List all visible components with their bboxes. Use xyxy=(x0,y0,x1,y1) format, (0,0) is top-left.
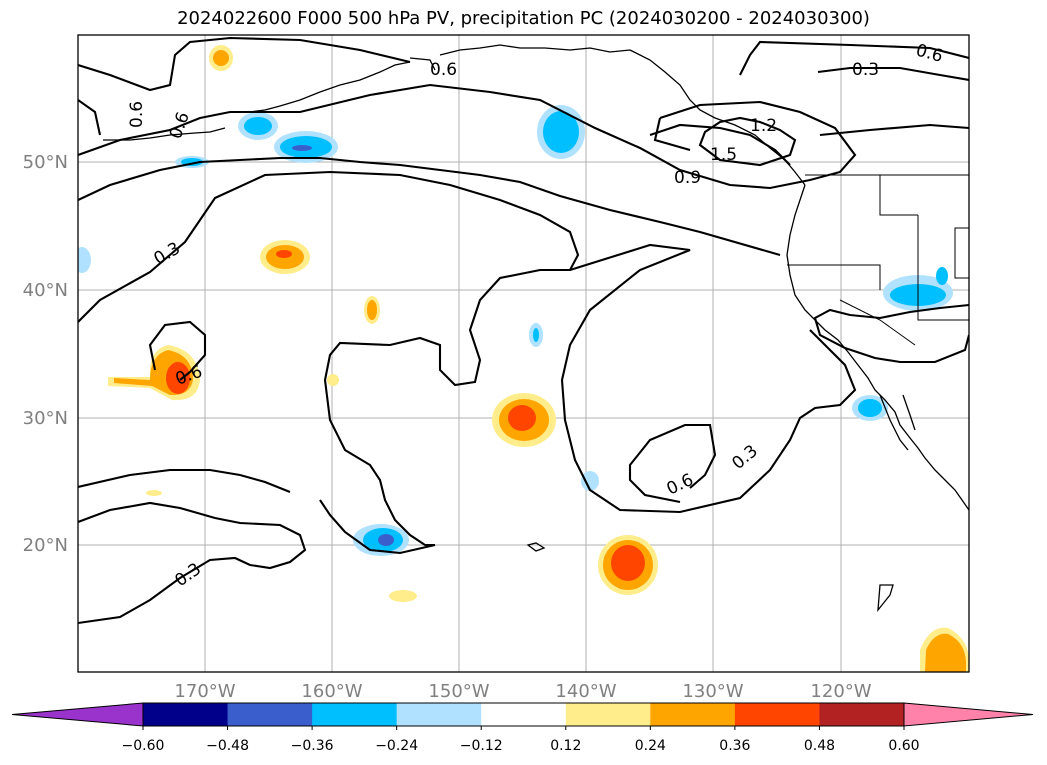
map-panel: 0.6 0.3 0.9 1.2 1.5 0.6 0.6 0.3 0.6 0.3 … xyxy=(23,34,970,702)
colorbar-tick-label: 0.60 xyxy=(888,738,919,754)
colorbar-cell xyxy=(819,703,905,726)
colorbar-tick-label: 0.48 xyxy=(804,738,835,754)
contour-label: 0.3 xyxy=(852,60,879,80)
contour-label: 1.5 xyxy=(710,145,737,165)
colorbar-cell xyxy=(312,703,398,726)
contour-label: 0.9 xyxy=(674,168,701,188)
lat-label-30n: 30°N xyxy=(23,408,68,429)
country-borders xyxy=(787,174,969,346)
map-title: 2024022600 F000 500 hPa PV, precipitatio… xyxy=(177,8,870,29)
colorbar-tick-label: 0.12 xyxy=(550,738,581,754)
colorbar-tick-label: −0.12 xyxy=(460,738,503,754)
map-background xyxy=(78,35,969,672)
colorbar-ticks: −0.60 −0.48 −0.36 −0.24 −0.12 0.12 0.24 0.36 0.4… xyxy=(122,726,920,754)
colorbar-cell xyxy=(650,703,736,726)
graticule xyxy=(78,35,969,672)
colorbar-cell xyxy=(565,703,651,726)
lon-label-140w: 140°W xyxy=(555,681,616,702)
colorbar-extend-high xyxy=(903,702,1034,727)
lon-label-130w: 130°W xyxy=(682,681,743,702)
lat-label-40n: 40°N xyxy=(23,280,68,301)
colorbar-cell xyxy=(734,703,820,726)
colorbar-tick-label: −0.36 xyxy=(291,738,334,754)
longitude-labels: 170°W 160°W 150°W 140°W 130°W 120°W xyxy=(174,681,871,702)
contour-labels: 0.6 0.3 0.9 1.2 1.5 0.6 0.6 0.3 0.6 0.3 … xyxy=(127,41,945,592)
colorbar-tick-label: −0.60 xyxy=(122,738,165,754)
colorbar-cells xyxy=(11,702,1034,727)
lat-label-50n: 50°N xyxy=(23,152,68,173)
colorbar-extend-low xyxy=(11,702,144,727)
lat-label-20n: 20°N xyxy=(23,535,68,556)
colorbar-tick-label: −0.48 xyxy=(206,738,249,754)
lon-label-160w: 160°W xyxy=(301,681,362,702)
contour-label: 1.2 xyxy=(750,116,777,136)
colorbar-tick-label: −0.24 xyxy=(375,738,418,754)
colorbar-tick-label: 0.36 xyxy=(719,738,750,754)
colorbar-cell xyxy=(143,703,229,726)
pv-contours xyxy=(78,36,969,625)
lon-label-170w: 170°W xyxy=(174,681,235,702)
colorbar-cell xyxy=(481,703,567,726)
colorbar-cell xyxy=(227,703,313,726)
map-frame xyxy=(77,34,970,673)
lon-label-120w: 120°W xyxy=(810,681,871,702)
contour-label: 0.6 xyxy=(430,60,457,80)
colorbar-cell xyxy=(396,703,482,726)
colorbar-tick-label: 0.24 xyxy=(635,738,666,754)
colorbar-frame xyxy=(142,702,905,727)
contour-label: 0.6 xyxy=(127,101,147,128)
lon-label-150w: 150°W xyxy=(428,681,489,702)
colorbar: −0.60 −0.48 −0.36 −0.24 −0.12 0.12 0.24 0.36 0.4… xyxy=(11,702,1034,754)
latitude-labels: 50°N 40°N 30°N 20°N xyxy=(23,152,68,556)
